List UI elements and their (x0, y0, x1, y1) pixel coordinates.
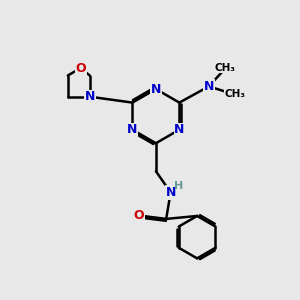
Text: O: O (75, 61, 86, 75)
Text: CH₃: CH₃ (214, 63, 236, 73)
Text: N: N (85, 90, 95, 103)
Text: N: N (127, 123, 138, 136)
Text: N: N (204, 80, 214, 93)
Text: O: O (134, 209, 144, 223)
Text: CH₃: CH₃ (224, 89, 245, 99)
Text: N: N (165, 186, 176, 199)
Text: N: N (151, 82, 161, 95)
Text: H: H (174, 181, 184, 191)
Text: N: N (174, 123, 184, 136)
